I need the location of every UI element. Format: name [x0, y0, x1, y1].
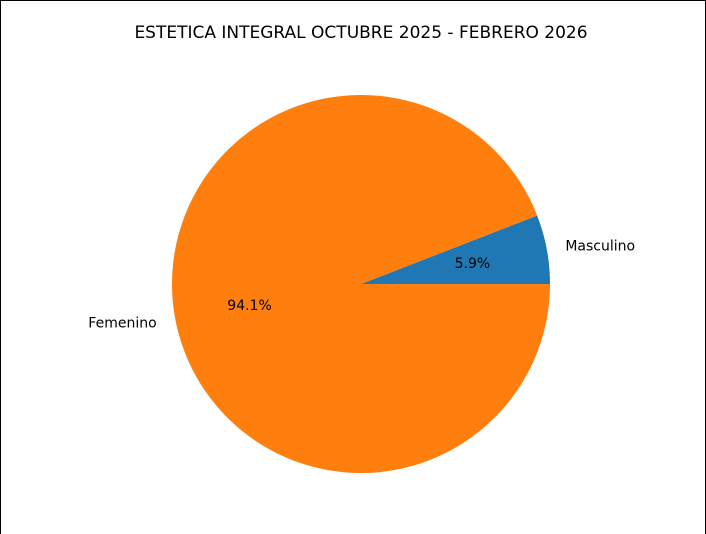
category-label-femenino: Femenino [88, 315, 156, 331]
chart-title: ESTETICA INTEGRAL OCTUBRE 2025 - FEBRERO… [134, 23, 587, 43]
pct-label-masculino: 5.9% [455, 256, 491, 272]
pct-label-femenino: 94.1% [227, 298, 271, 314]
pie-slice-masculino [361, 215, 550, 284]
category-label-masculino: Masculino [565, 239, 635, 255]
pie-slice-femenino [171, 94, 550, 473]
